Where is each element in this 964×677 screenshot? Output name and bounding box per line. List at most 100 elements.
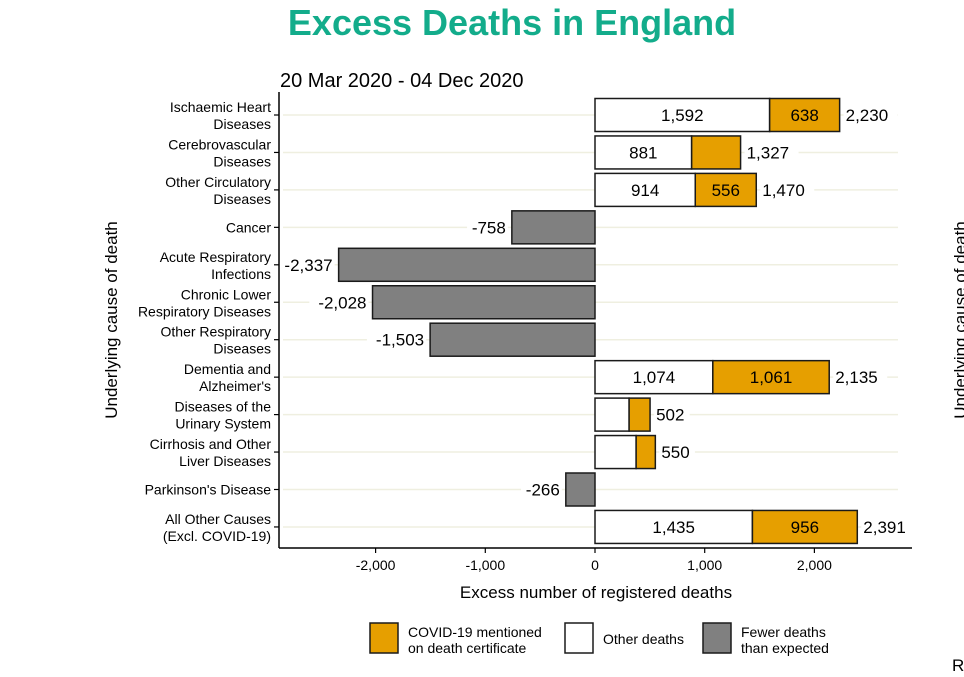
- label-background: [654, 402, 690, 427]
- total-label: 2,135: [835, 368, 878, 387]
- bar-other-deaths: [594, 359, 714, 395]
- total-label: -2,337: [284, 256, 332, 275]
- x-tick-label: 0: [591, 557, 599, 573]
- label-background: [744, 140, 799, 165]
- category-label-line: Diseases: [213, 116, 271, 132]
- category-label-line: Liver Diseases: [179, 453, 271, 469]
- category-label-line: Dementia and: [184, 361, 271, 377]
- bar-other-deaths: [594, 172, 697, 208]
- total-label: 2,230: [846, 106, 889, 125]
- bar-fewer-deaths: [371, 285, 596, 320]
- category-label-line: Urinary System: [175, 416, 271, 432]
- legend-label-line: Fewer deaths: [741, 624, 826, 640]
- bars: [337, 97, 859, 545]
- category-label-line: All Other Causes: [165, 511, 271, 527]
- label-background: [467, 215, 508, 240]
- other-deaths-label: 1,074: [633, 368, 676, 387]
- bar-other-deaths: [594, 397, 630, 432]
- category-label: Other Circulatory Diseases: [165, 174, 271, 207]
- legend-label-fewer: Fewer deaths than expected: [741, 624, 829, 656]
- label-background: [760, 177, 815, 202]
- total-label: -266: [526, 481, 560, 500]
- category-label-line: Cerebrovascular: [168, 136, 271, 152]
- x-axis-title: Excess number of registered deaths: [460, 583, 732, 602]
- chart-title: Excess Deaths in England: [287, 2, 737, 43]
- label-background: [833, 365, 888, 390]
- covid-deaths-label: 556: [712, 181, 740, 200]
- label-background: [659, 440, 695, 465]
- legend-label-covid: COVID-19 mentioned on death certificate: [408, 624, 542, 656]
- category-label-line: Diseases: [213, 153, 271, 169]
- category-label-line: Respiratory Diseases: [138, 303, 271, 319]
- legend: COVID-19 mentioned on death certificate Ot…: [369, 622, 829, 656]
- category-label-line: Diseases: [213, 341, 271, 357]
- legend-label-line: than expected: [741, 640, 829, 656]
- category-label-line: Diseases: [213, 191, 271, 207]
- other-deaths-label: 1,435: [652, 518, 695, 537]
- category-label: Chronic Lower Respiratory Diseases: [138, 286, 271, 319]
- category-label-line: Cancer: [226, 219, 271, 235]
- category-label-line: Cirrhosis and Other: [150, 436, 272, 452]
- category-label: Cerebrovascular Diseases: [168, 136, 271, 169]
- category-label: Parkinson's Disease: [145, 482, 272, 498]
- total-label: 502: [656, 406, 684, 425]
- legend-label-line: COVID-19 mentioned: [408, 624, 542, 640]
- label-background: [521, 477, 562, 502]
- x-tick-label: -2,000: [356, 557, 396, 573]
- covid-deaths-label: 1,061: [750, 368, 793, 387]
- bar-covid-deaths: [694, 172, 758, 208]
- bar-covid-deaths: [690, 135, 742, 170]
- category-label-line: Acute Respiratory: [160, 249, 271, 265]
- x-tick-label: -1,000: [465, 557, 505, 573]
- category-label: Cirrhosis and Other Liver Diseases: [150, 436, 272, 469]
- category-label: Ischaemic Heart Diseases: [170, 99, 271, 132]
- total-label: -2,028: [318, 293, 366, 312]
- bar-covid-deaths: [712, 359, 830, 395]
- covid-deaths-label: 638: [790, 106, 818, 125]
- bar-covid-deaths: [768, 97, 841, 133]
- total-label: -1,503: [376, 331, 424, 350]
- label-background: [843, 103, 898, 127]
- chart-subtitle: 20 Mar 2020 - 04 Dec 2020: [280, 70, 524, 92]
- category-label-line: Other Respiratory: [161, 324, 271, 340]
- category-label-line: Alzheimer's: [199, 378, 271, 394]
- bar-covid-deaths: [751, 509, 859, 545]
- category-label-line: Other Circulatory: [165, 174, 271, 190]
- total-label: 550: [661, 443, 689, 462]
- label-background: [309, 290, 369, 315]
- category-label-line: Parkinson's Disease: [145, 482, 272, 498]
- total-label: 1,470: [762, 181, 805, 200]
- other-deaths-label: 914: [631, 181, 659, 200]
- legend-swatch-fewer: [702, 622, 732, 654]
- bar-fewer-deaths: [429, 322, 596, 357]
- category-label: Acute Respiratory Infections: [160, 249, 271, 282]
- category-label-line: Infections: [211, 266, 271, 282]
- category-label: All Other Causes (Excl. COVID-19): [163, 511, 271, 544]
- value-labels: 1,592 638 2,230 881 1,327 914 556 1,470 -758 -2,3…: [275, 103, 916, 539]
- x-tick-label: 2,000: [797, 557, 832, 573]
- y-axis-title: Underlying cause of death: [102, 221, 121, 419]
- category-label: Diseases of the Urinary System: [175, 399, 272, 432]
- bar-fewer-deaths: [565, 472, 596, 507]
- total-label: 1,327: [747, 143, 790, 162]
- legend-swatch-covid: [369, 622, 399, 654]
- legend-label-other: Other deaths: [603, 631, 684, 647]
- category-label: Cancer: [226, 219, 271, 235]
- other-deaths-label: 881: [629, 143, 657, 162]
- gridlines: [283, 114, 898, 528]
- category-label-line: Ischaemic Heart: [170, 99, 271, 115]
- label-background: [275, 252, 335, 277]
- legend-label-line: on death certificate: [408, 640, 527, 656]
- bar-other-deaths: [594, 434, 637, 470]
- category-label-line: Chronic Lower: [181, 286, 272, 302]
- bar-fewer-deaths: [337, 247, 596, 283]
- bar-covid-deaths: [628, 397, 651, 432]
- category-label: Other Respiratory Diseases: [161, 324, 271, 357]
- total-label: -758: [472, 218, 506, 237]
- clipped-y-axis-title: Underlying cause of death: [951, 221, 964, 419]
- covid-deaths-label: 956: [791, 518, 819, 537]
- legend-swatch-other: [564, 622, 594, 654]
- clipped-letter: R: [952, 656, 964, 675]
